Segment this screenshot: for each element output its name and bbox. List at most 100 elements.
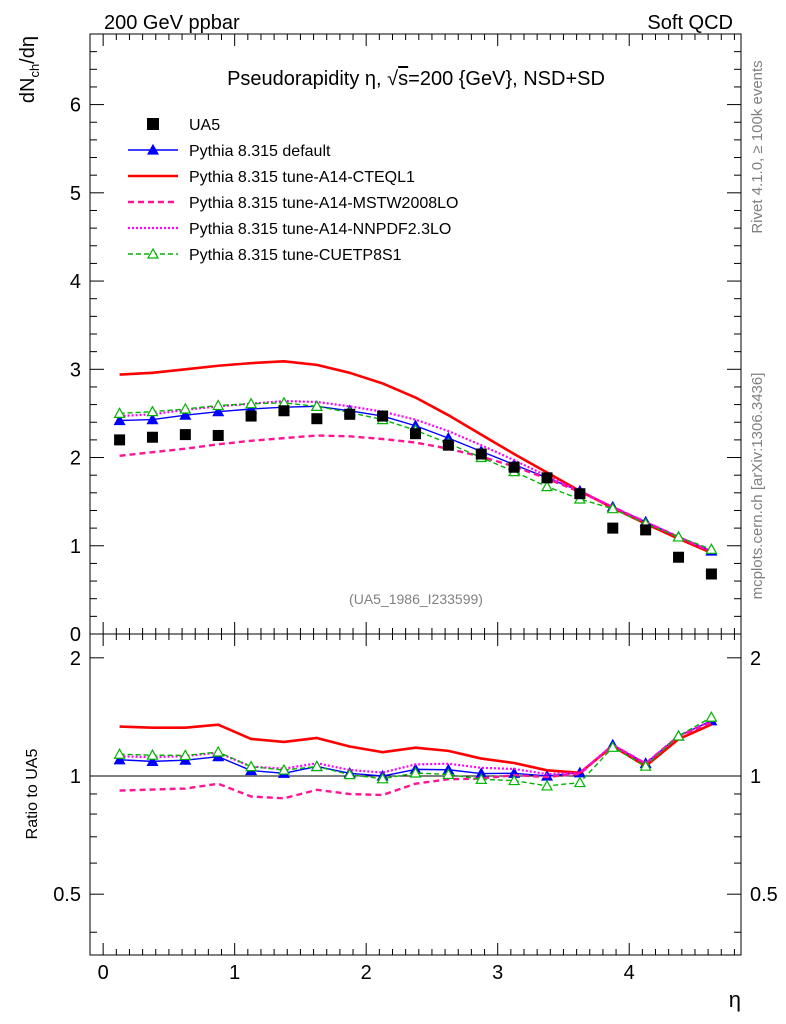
- series-4-marker: [606, 502, 619, 514]
- series-4-ratio-marker: [277, 763, 291, 775]
- series-4-ratio-marker: [245, 760, 258, 772]
- series-4-marker: [310, 400, 323, 411]
- rivet-label: Rivet 4.1.0, ≥ 100k events: [749, 60, 766, 233]
- x-tick-label: 1: [229, 962, 240, 984]
- x-axis-label: η: [729, 987, 741, 1012]
- series-4-ratio-marker: [442, 768, 455, 780]
- main-panel: 0 1 2 3 4 5 6 Pseudorapidity η, √s=200 {GeV}, …: [17, 33, 742, 646]
- analysis-id: (UA5_1986_I233599): [349, 591, 483, 607]
- legend-label-3: Pythia 8.315 tune-A14-MSTW2008LO: [189, 195, 458, 212]
- ua5-point: [278, 405, 290, 417]
- ua5-point: [475, 448, 487, 460]
- series-4-ratio-marker: [179, 749, 192, 761]
- series-4-ratio-marker: [705, 710, 718, 722]
- x-tick-label: 3: [492, 962, 503, 984]
- legend-label-1: Pythia 8.315 default: [189, 143, 331, 160]
- series-4-ratio-marker: [146, 748, 159, 760]
- ua5-point: [344, 408, 356, 420]
- series-4-marker: [146, 405, 159, 417]
- header-right: Soft QCD: [647, 12, 733, 34]
- series-4-ratio-marker: [475, 773, 488, 784]
- ua5-point: [311, 413, 323, 425]
- ua5-point: [212, 429, 224, 441]
- sqrt-s: s: [398, 68, 408, 90]
- ua5-data-points: [114, 405, 717, 580]
- ratio-series: [113, 710, 718, 800]
- ua5-point: [114, 434, 126, 446]
- ratio-tick-label: 2: [70, 648, 81, 670]
- ratio-y-axis-label: Ratio to UA5: [24, 749, 41, 840]
- main-frame: [89, 33, 742, 635]
- series-4-marker: [705, 543, 718, 554]
- series-4-ratio-marker: [540, 779, 554, 791]
- series-4-ratio-marker: [573, 776, 586, 788]
- legend-marker-4: [146, 247, 160, 259]
- ratio-tick-label-right: 1: [750, 766, 761, 788]
- y-axis-label: dNch/dη: [17, 36, 42, 103]
- series-2-ratio-line: [119, 721, 712, 800]
- series-4-marker: [113, 407, 126, 419]
- mcplots-label: mcplots.cern.ch [arXiv:1306.3436]: [749, 373, 766, 600]
- ratio-frame: [89, 633, 742, 956]
- ua5-point: [377, 410, 389, 422]
- ua5-point: [245, 410, 257, 422]
- ua5-point: [574, 488, 586, 500]
- ua5-point: [146, 431, 158, 443]
- series-4-ratio-marker: [376, 772, 389, 784]
- series-4-ratio-marker: [212, 745, 225, 757]
- series-0-marker: [146, 413, 159, 425]
- ratio-tick-label: 0.5: [53, 884, 81, 906]
- ua5-point: [508, 461, 520, 473]
- series-0-ratio-marker: [113, 753, 126, 765]
- series-4-marker: [179, 402, 192, 414]
- x-tick-label: 0: [98, 962, 109, 984]
- series-4-ratio-marker: [409, 766, 422, 778]
- ua5-point: [442, 439, 454, 451]
- ratio-tick-label-right: 0.5: [750, 884, 778, 906]
- series-0-ratio-marker: [146, 755, 159, 766]
- x-tick-label: 2: [361, 962, 372, 984]
- y-tick-label: 4: [70, 271, 81, 293]
- legend-marker-0: [146, 143, 160, 155]
- legend-label-5: Pythia 8.315 tune-CUETP8S1: [189, 247, 402, 264]
- y-tick-label: 0: [70, 624, 81, 646]
- legend-ua5-marker: [147, 118, 159, 130]
- ratio-tick-label: 1: [70, 766, 81, 788]
- series-4-marker: [672, 530, 685, 542]
- series-2-main-line: [119, 434, 712, 554]
- series-0-marker: [179, 408, 192, 420]
- series-0-marker: [113, 414, 126, 426]
- y-tick-label: 1: [70, 536, 81, 558]
- ua5-point: [640, 524, 652, 536]
- main-y-ticks: 0 1 2 3 4 5 6: [70, 33, 741, 646]
- series-4-ratio-marker: [113, 747, 126, 759]
- ua5-point: [705, 568, 717, 580]
- ua5-point: [410, 428, 421, 440]
- series-0-marker: [212, 405, 225, 417]
- series-4-marker: [540, 480, 554, 492]
- main-series: [113, 360, 718, 556]
- x-tick-label: 4: [624, 962, 635, 984]
- ua5-point: [607, 522, 619, 534]
- chart-title: Pseudorapidity η, √s=200 {GeV}, NSD+SD: [227, 68, 605, 90]
- y-tick-label: 3: [70, 359, 81, 381]
- legend-label-2: Pythia 8.315 tune-A14-CTEQL1: [189, 169, 415, 186]
- main-x-ticks: [89, 34, 735, 634]
- ratio-y-ticks: 0.5 0.5 1 1 2 2: [53, 648, 778, 933]
- ratio-tick-label-right: 2: [750, 648, 761, 670]
- y-tick-label: 6: [70, 95, 81, 117]
- series-4-ratio-marker: [508, 774, 521, 786]
- series-4-ratio-marker: [343, 768, 356, 780]
- legend-label-4: Pythia 8.315 tune-A14-NNPDF2.3LO: [189, 221, 451, 238]
- series-4-ratio-marker: [639, 759, 652, 771]
- y-tick-label: 2: [70, 448, 81, 470]
- ua5-point: [179, 429, 191, 441]
- ua5-point: [673, 551, 685, 563]
- legend-label-0: UA5: [189, 117, 220, 134]
- series-4-marker: [212, 399, 225, 411]
- ratio-panel: 0 1 2 3 4 0.5 0.5 1 1 2 2 Ratio to UA5: [24, 633, 778, 984]
- series-4-ratio-marker: [672, 729, 685, 741]
- series-4-marker: [245, 397, 258, 409]
- series-4-ratio-marker: [310, 760, 323, 772]
